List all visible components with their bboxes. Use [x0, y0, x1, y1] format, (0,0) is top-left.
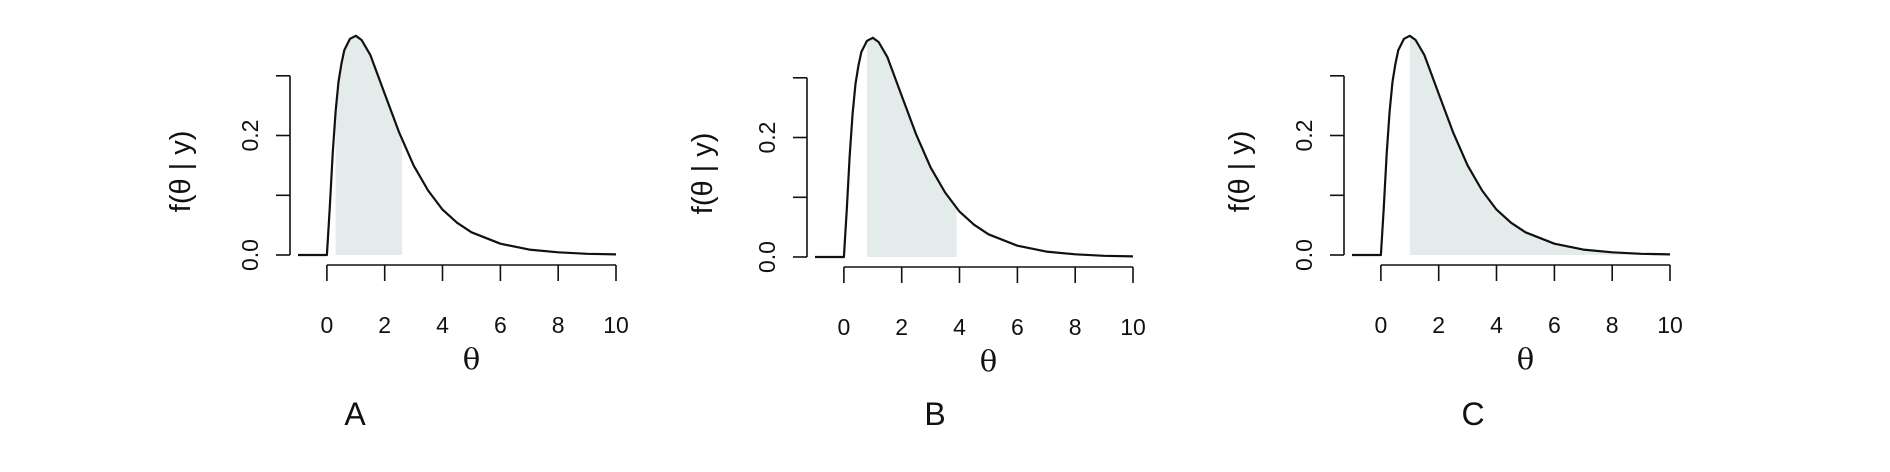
chart-panel-b: 0.0 0.2 0 2 4 6 8 10 θ f(θ | y) B [687, 36, 1146, 432]
x-tick-label-b: 8 [1069, 314, 1082, 340]
x-tick-label-a: 8 [552, 312, 565, 338]
y-axis-title-c: f(θ | y) [1224, 131, 1256, 213]
x-tick-label-c: 6 [1548, 312, 1561, 338]
x-tick-label-b: 4 [953, 314, 966, 340]
x-tick-label-c: 0 [1375, 312, 1388, 338]
x-tick-label-a: 4 [436, 312, 449, 338]
x-axis-title-c: θ [1517, 342, 1534, 376]
x-tick-label-a: 10 [603, 312, 629, 338]
density-curve-b [815, 36, 1134, 259]
density-curve-c [1352, 34, 1671, 257]
y-tick-label-a: 0.0 [237, 239, 263, 271]
x-tick-label-a: 6 [494, 312, 507, 338]
y-tick-label-a: 0.2 [237, 120, 263, 152]
y-tick-label-c: 0.2 [1291, 120, 1317, 152]
x-tick-label-b: 6 [1011, 314, 1024, 340]
panel-label-a: A [344, 396, 366, 432]
y-tick-label-b: 0.2 [754, 122, 780, 154]
shaded-region-b [867, 37, 957, 257]
chart-panel-a: 0.0 0.2 0 2 4 6 8 10 θ f(θ | y) A [165, 34, 629, 432]
x-tick-label-a: 0 [321, 312, 334, 338]
x-tick-label-b: 10 [1120, 314, 1146, 340]
x-tick-label-c: 4 [1490, 312, 1503, 338]
chart-panel-c: 0.0 0.2 0 2 4 6 8 10 θ f(θ | y) C [1224, 34, 1683, 432]
shaded-region-a [335, 35, 403, 255]
x-tick-label-a: 2 [378, 312, 391, 338]
x-tick-label-b: 0 [838, 314, 851, 340]
panel-label-c: C [1461, 396, 1484, 432]
x-tick-label-b: 2 [895, 314, 908, 340]
density-curve-a [298, 34, 617, 257]
y-tick-label-c: 0.0 [1291, 239, 1317, 271]
x-tick-label-c: 8 [1606, 312, 1619, 338]
y-axis-title-a: f(θ | y) [165, 131, 197, 213]
x-axis-title-a: θ [463, 342, 480, 376]
x-tick-label-c: 2 [1432, 312, 1445, 338]
x-axis-title-b: θ [980, 344, 997, 378]
panel-label-b: B [924, 396, 945, 432]
x-tick-label-c: 10 [1657, 312, 1683, 338]
y-axis-title-b: f(θ | y) [687, 133, 719, 215]
y-tick-label-b: 0.0 [754, 241, 780, 273]
shaded-region-c [1409, 35, 1670, 255]
